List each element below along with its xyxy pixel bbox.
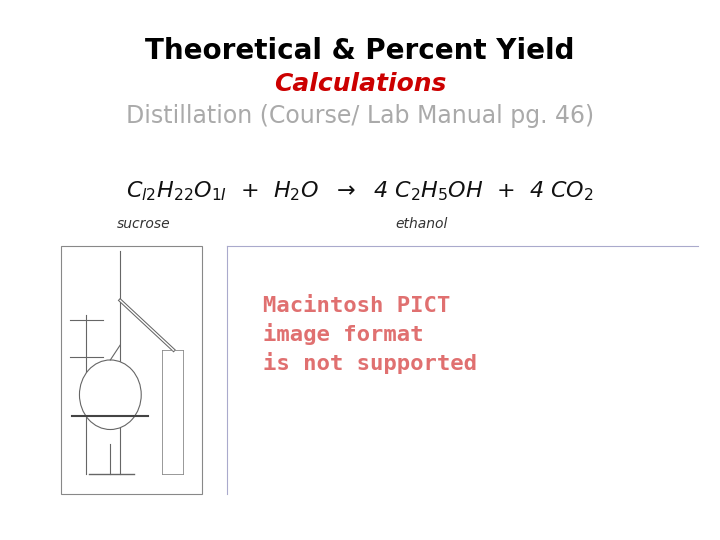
Text: sucrose: sucrose [117, 217, 171, 231]
Ellipse shape [79, 360, 141, 429]
Text: Calculations: Calculations [274, 72, 446, 96]
Bar [61, 246, 202, 494]
Text: Theoretical & Percent Yield: Theoretical & Percent Yield [145, 37, 575, 65]
Text: Macintosh PICT
image format
is not supported: Macintosh PICT image format is not suppo… [263, 295, 477, 374]
Text: ethanol: ethanol [395, 217, 447, 231]
Text: Distillation (Course/ Lab Manual pg. 46): Distillation (Course/ Lab Manual pg. 46) [126, 104, 594, 128]
Text: $C_{l2}H_{22}O_{1I}$  +  $H_2O$  $\rightarrow$  4 $C_2H_5OH$  +  4 $CO_2$: $C_{l2}H_{22}O_{1I}$ + $H_2O$ $\rightarr… [126, 180, 594, 204]
